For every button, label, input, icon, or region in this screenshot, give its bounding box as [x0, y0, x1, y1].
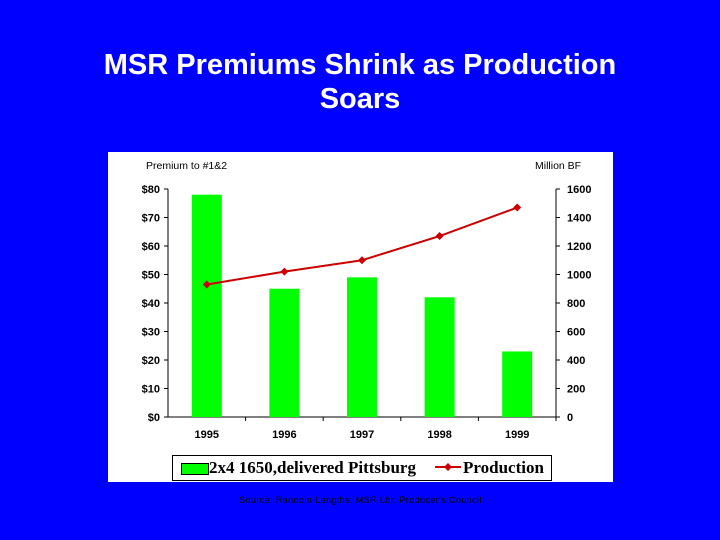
- chart-title: MSR Premiums Shrink as Production Soars: [60, 48, 660, 116]
- chart-panel: [108, 152, 613, 482]
- source-note: Source: Random Lengths, MSR Lbr. Produce…: [239, 495, 482, 505]
- chart-title-line-2: Soars: [319, 83, 401, 115]
- right-axis-title: Million BF: [535, 160, 582, 172]
- left-axis-title: Premium to #1&2: [146, 160, 228, 172]
- legend-bar-label: 2x4 1650,delivered Pittsburg: [209, 458, 416, 477]
- legend-line-label: Production: [463, 458, 544, 477]
- legend-bar-swatch: [181, 463, 209, 475]
- legend-line-key: [435, 463, 461, 471]
- chart-legend: 2x4 1650,delivered Pittsburg Production: [172, 455, 552, 481]
- chart-title-line-1: MSR Premiums Shrink as Production: [103, 49, 617, 81]
